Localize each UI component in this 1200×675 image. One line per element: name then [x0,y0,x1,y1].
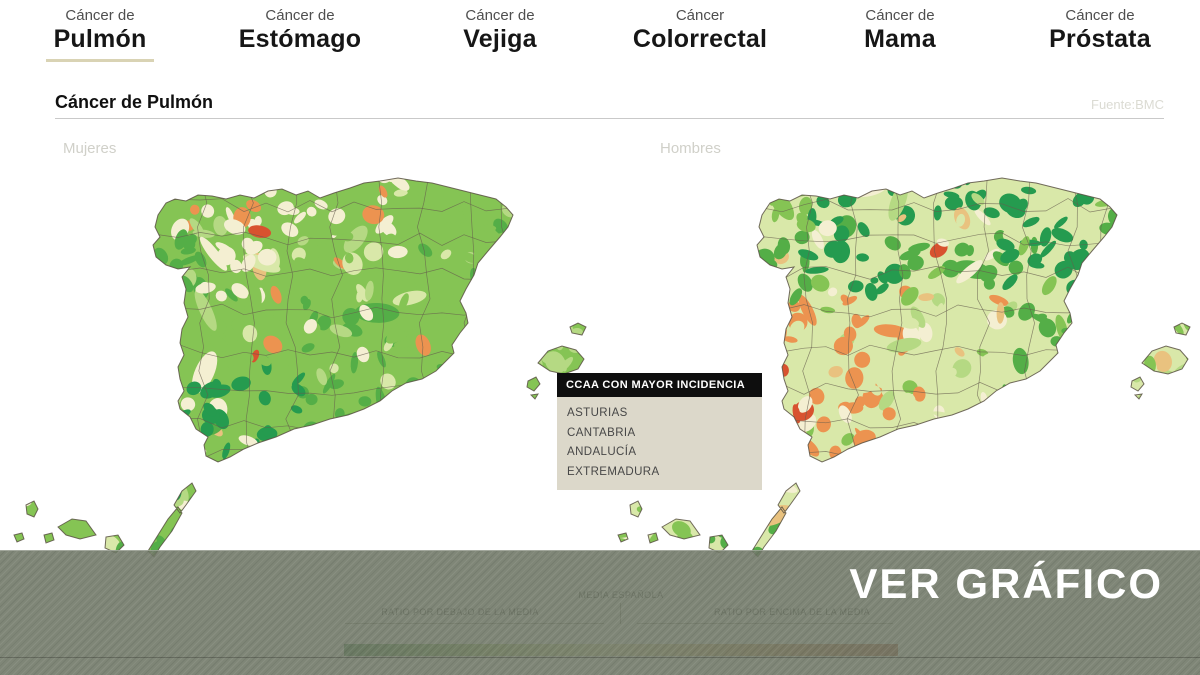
map-label-hombres: Hombres [660,140,721,157]
tab-label: Próstata [1049,25,1151,53]
tab-label: Mama [864,25,936,53]
tab-mama[interactable]: Cáncer de Mama [800,6,1000,62]
cancer-type-tabs: Cáncer de Pulmón Cáncer de Estómago Cánc… [0,6,1200,62]
incidence-item: CANTABRIA [567,426,636,439]
tab-prostata[interactable]: Cáncer de Próstata [1000,6,1200,62]
tab-prefix: Cáncer de [1065,7,1135,24]
choropleth-map-hombres[interactable] [612,165,1197,565]
tab-vejiga[interactable]: Cáncer de Vejiga [400,6,600,62]
coastline-outline [617,177,1191,558]
tab-label: Pulmón [53,25,147,53]
tab-prefix: Cáncer de [265,7,335,24]
tab-prefix: Cáncer de [65,7,135,24]
ver-grafico-button[interactable]: VER GRÁFICO [849,560,1163,607]
tab-label: Estómago [238,25,362,53]
incidence-item: ASTURIAS [567,407,628,419]
incidence-legend-title: CCAA CON MAYOR INCIDENCIA [557,373,762,397]
incidence-legend: CCAA CON MAYOR INCIDENCIA ASTURIAS CANTA… [557,373,762,490]
tab-pulmon[interactable]: Cáncer de Pulmón [0,6,200,62]
tab-prefix: Cáncer [675,7,725,24]
tab-prefix: Cáncer de [465,7,535,24]
incidence-item: EXTREMADURA [567,465,660,478]
ver-grafico-overlay[interactable]: VER GRÁFICO [0,550,1200,675]
choropleth-map-mujeres[interactable] [8,165,593,565]
page-title: Cáncer de Pulmón [55,92,214,112]
active-tab-underline [46,59,154,62]
incidence-legend-list: ASTURIAS CANTABRIA ANDALUCÍA EXTREMADURA [557,397,762,490]
tab-colorrectal[interactable]: Cáncer Colorrectal [600,6,800,62]
land-base [618,178,1190,557]
incidence-item: ANDALUCÍA [567,446,637,458]
source-label: Fuente:BMC [1091,97,1164,112]
graphic-header: Cáncer de Pulmón Fuente:BMC [55,92,1164,119]
header-divider [55,118,1164,119]
tab-estomago[interactable]: Cáncer de Estómago [200,6,400,62]
coastline-outline [13,177,587,558]
tab-prefix: Cáncer de [865,7,935,24]
tab-label: Colorrectal [632,25,768,53]
tab-label: Vejiga [463,25,537,53]
map-label-mujeres: Mujeres [63,140,117,157]
